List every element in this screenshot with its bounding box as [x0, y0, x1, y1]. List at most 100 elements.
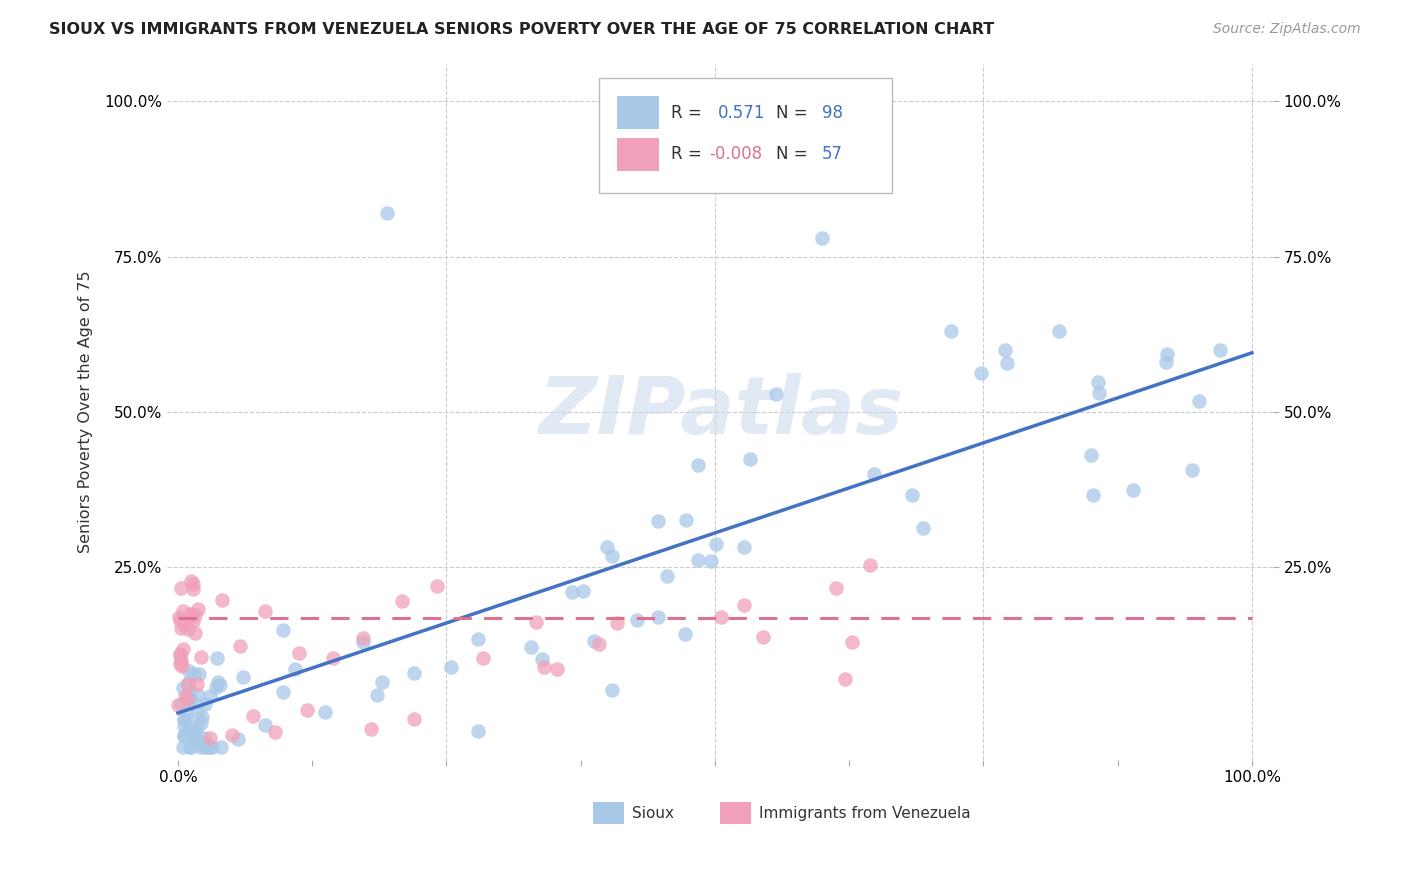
- Y-axis label: Seniors Poverty Over the Age of 75: Seniors Poverty Over the Age of 75: [79, 270, 93, 553]
- Point: [1188, 394, 1211, 409]
- Point: [186, 720, 208, 734]
- Point: [177, 682, 200, 697]
- Point: [169, 647, 191, 661]
- Point: [841, 634, 863, 648]
- Point: [271, 623, 294, 637]
- Point: [172, 641, 194, 656]
- Point: [180, 694, 202, 708]
- Point: [765, 386, 787, 401]
- Point: [176, 691, 198, 706]
- Point: [533, 660, 555, 674]
- Point: [181, 614, 204, 628]
- Point: [170, 581, 193, 595]
- Point: [752, 631, 775, 645]
- Text: SIOUX VS IMMIGRANTS FROM VENEZUELA SENIORS POVERTY OVER THE AGE OF 75 CORRELATIO: SIOUX VS IMMIGRANTS FROM VENEZUELA SENIO…: [49, 22, 994, 37]
- Point: [811, 231, 834, 245]
- Point: [195, 740, 218, 755]
- Point: [673, 627, 696, 641]
- Point: [606, 615, 628, 630]
- FancyBboxPatch shape: [720, 802, 751, 824]
- Point: [647, 610, 669, 624]
- Point: [970, 366, 993, 380]
- Point: [188, 740, 211, 755]
- Point: [167, 698, 190, 712]
- Point: [173, 728, 195, 742]
- Point: [200, 731, 222, 745]
- FancyBboxPatch shape: [617, 137, 659, 171]
- Point: [284, 662, 307, 676]
- Point: [600, 549, 623, 563]
- Point: [169, 613, 191, 627]
- Text: N =: N =: [776, 145, 807, 163]
- Point: [184, 608, 207, 623]
- Point: [173, 617, 195, 632]
- Point: [352, 635, 374, 649]
- Point: [184, 731, 207, 745]
- Text: Source: ZipAtlas.com: Source: ZipAtlas.com: [1213, 22, 1361, 37]
- Point: [180, 740, 202, 755]
- Point: [825, 582, 848, 596]
- FancyBboxPatch shape: [593, 802, 624, 824]
- Point: [467, 632, 489, 646]
- Point: [675, 513, 697, 527]
- Point: [710, 610, 733, 624]
- Point: [941, 324, 963, 338]
- Point: [186, 705, 208, 719]
- Point: [253, 718, 276, 732]
- Point: [180, 574, 202, 588]
- Point: [169, 648, 191, 663]
- Point: [733, 541, 755, 555]
- Point: [314, 705, 336, 719]
- Point: [404, 712, 426, 726]
- Point: [180, 607, 202, 621]
- Point: [205, 680, 228, 694]
- Point: [647, 514, 669, 528]
- Point: [187, 688, 209, 702]
- Point: [288, 646, 311, 660]
- Point: [686, 552, 709, 566]
- Point: [834, 673, 856, 687]
- Point: [183, 582, 205, 596]
- Point: [172, 740, 194, 755]
- Point: [1208, 343, 1230, 357]
- Point: [377, 206, 399, 220]
- Point: [201, 740, 224, 755]
- Point: [1047, 324, 1070, 338]
- Point: [194, 698, 217, 712]
- Point: [600, 682, 623, 697]
- Point: [170, 697, 193, 711]
- Point: [626, 613, 648, 627]
- Point: [366, 688, 388, 702]
- Point: [174, 614, 197, 628]
- Point: [193, 731, 215, 745]
- Text: N =: N =: [776, 103, 807, 121]
- Point: [170, 653, 193, 667]
- Point: [733, 599, 755, 613]
- Point: [179, 691, 201, 706]
- Point: [704, 536, 727, 550]
- Point: [995, 356, 1018, 370]
- Point: [173, 714, 195, 728]
- Point: [179, 717, 201, 731]
- FancyBboxPatch shape: [599, 78, 891, 193]
- Point: [263, 724, 285, 739]
- Point: [167, 610, 190, 624]
- Point: [994, 343, 1017, 357]
- Point: [1080, 448, 1102, 462]
- Text: ZIPatlas: ZIPatlas: [538, 373, 903, 450]
- Point: [1081, 488, 1104, 502]
- Point: [205, 651, 228, 665]
- Point: [198, 740, 221, 755]
- Point: [1154, 355, 1177, 369]
- Point: [190, 716, 212, 731]
- Point: [187, 667, 209, 681]
- Point: [179, 740, 201, 755]
- Text: 57: 57: [823, 145, 844, 163]
- Point: [467, 723, 489, 738]
- Point: [221, 728, 243, 742]
- Point: [657, 569, 679, 583]
- Point: [322, 651, 344, 665]
- Point: [595, 540, 617, 554]
- Point: [184, 625, 207, 640]
- Point: [211, 593, 233, 607]
